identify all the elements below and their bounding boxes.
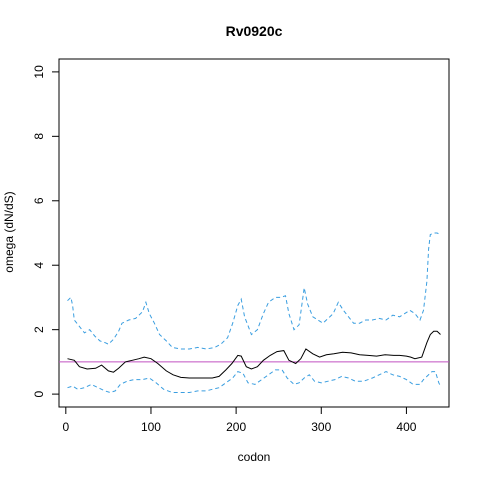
omega-median-line [67, 330, 441, 379]
x-tick-label-300: 300 [311, 420, 331, 434]
y-tick-label-0: 0 [32, 390, 46, 397]
y-tick-label-10: 10 [32, 65, 46, 79]
x-tick-label-200: 200 [226, 420, 246, 434]
x-tick-label-100: 100 [141, 420, 161, 434]
x-tick-label-0: 0 [62, 420, 69, 434]
x-tick-label-400: 400 [396, 420, 416, 434]
x-axis-label: codon [238, 450, 271, 464]
plot-layer: 0 100 200 300 400 0 2 4 6 8 10 [32, 65, 449, 434]
y-axis-label: omega (dN/dS) [2, 191, 16, 272]
omega-upper-bound-line [67, 232, 441, 350]
y-tick-label-2: 2 [32, 326, 46, 333]
chart-title: Rv0920c [226, 23, 283, 39]
y-tick-label-6: 6 [32, 197, 46, 204]
omega-lower-bound-line [67, 369, 441, 394]
y-tick-label-4: 4 [32, 262, 46, 269]
y-tick-label-8: 8 [32, 133, 46, 140]
